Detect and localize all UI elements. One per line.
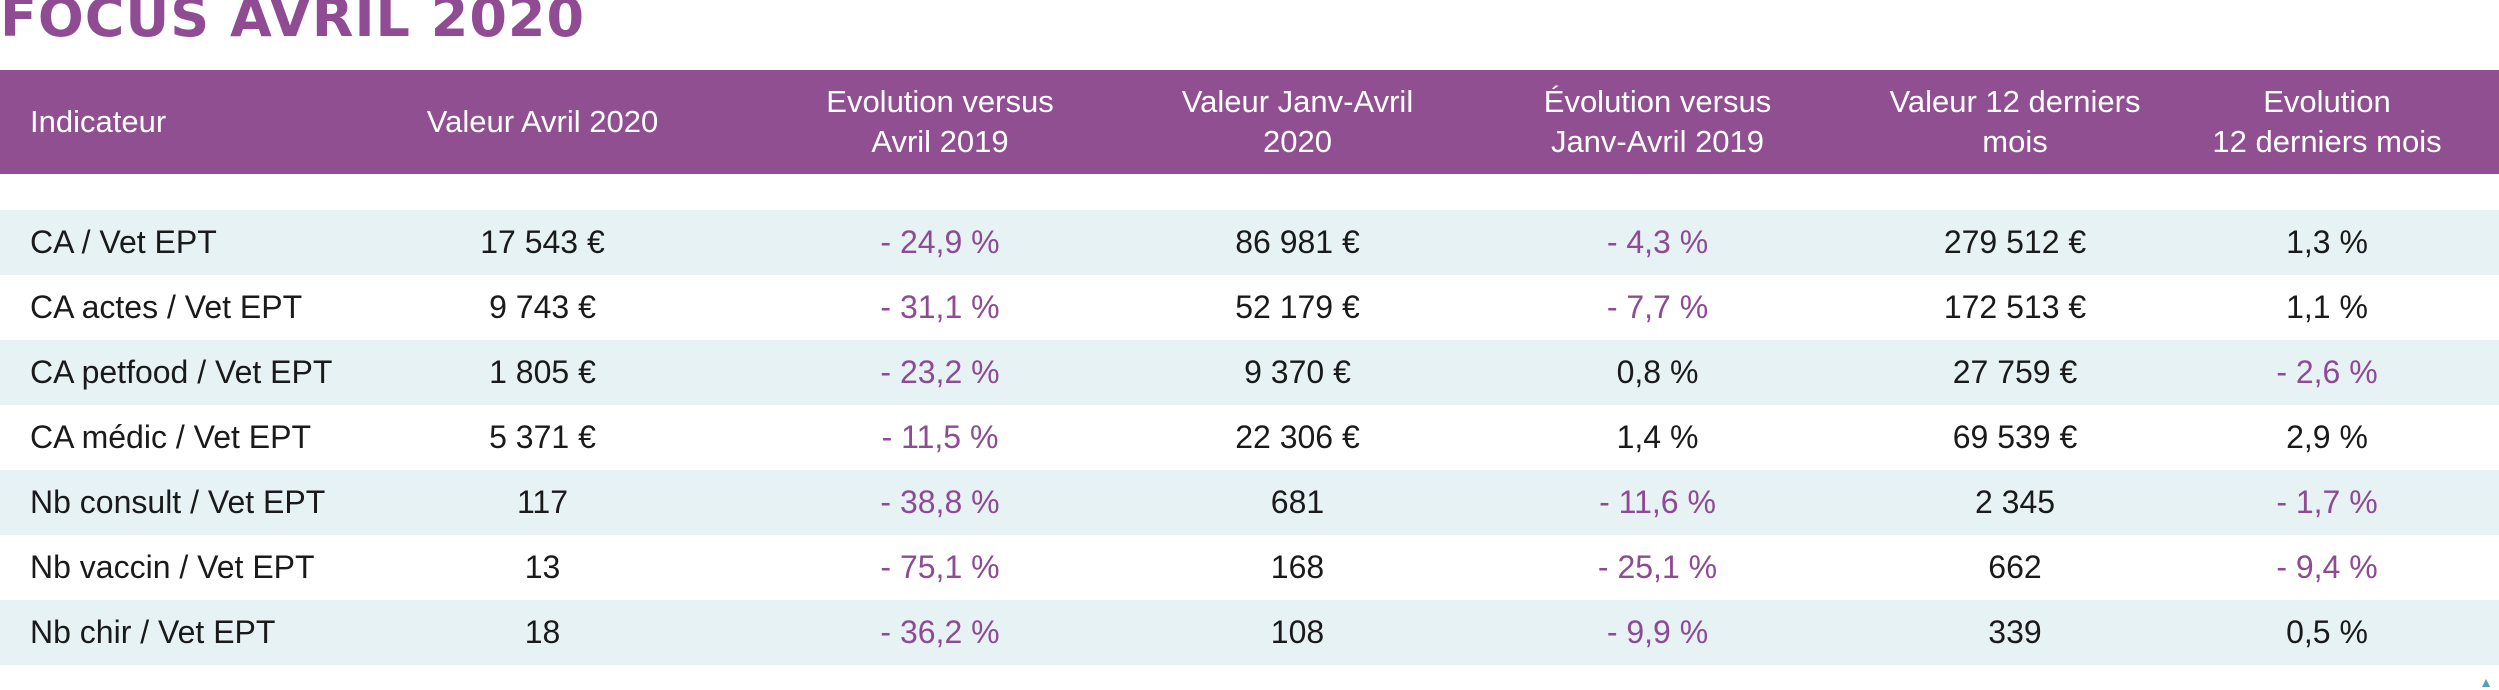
cell-valeur-janv-avril: 86 981 € (1235, 224, 1360, 260)
cell-indicateur: Nb vaccin / Vet EPT (30, 549, 315, 585)
cell-evolution-avril: - 31,1 % (880, 289, 1000, 325)
cell-valeur-avril: 117 (516, 484, 568, 520)
cell-indicateur: CA médic / Vet EPT (30, 419, 311, 455)
cell-evolution-avril: - 38,8 % (880, 484, 1000, 520)
cell-evolution-janv-avril: 1,4 % (1616, 419, 1699, 455)
cell-evolution-janv-avril: - 7,7 % (1606, 289, 1709, 325)
cell-valeur-janv-avril: 22 306 € (1235, 419, 1360, 455)
table-row: CA / Vet EPT 17 543 € - 24,9 % 86 981 € - 4,… (0, 210, 2499, 275)
table-body: CA / Vet EPT 17 543 € - 24,9 % 86 981 € - 4,… (0, 210, 2499, 665)
cell-valeur-janv-avril: 52 179 € (1235, 289, 1360, 325)
table-row: Nb vaccin / Vet EPT 13 - 75,1 % 168 - 25,1 %… (0, 535, 2499, 600)
cell-indicateur: Nb chir / Vet EPT (30, 614, 276, 650)
column-header-valeur-janv-avril: Valeur Janv-Avril 2020 (1181, 84, 1414, 159)
cell-valeur-12-mois: 662 (1988, 549, 2042, 585)
cell-valeur-avril: 17 543 € (480, 224, 605, 260)
cell-valeur-12-mois: 339 (1988, 614, 2042, 650)
cell-indicateur: CA petfood / Vet EPT (30, 354, 333, 390)
cell-evolution-janv-avril: - 9,9 % (1606, 614, 1709, 650)
cell-evolution-12-mois: - 2,6 % (2276, 354, 2378, 390)
cell-indicateur: CA / Vet EPT (30, 224, 217, 260)
cell-valeur-12-mois: 2 345 (1974, 484, 2056, 520)
cell-valeur-janv-avril: 9 370 € (1244, 354, 1351, 390)
cell-evolution-avril: - 36,2 % (880, 614, 1000, 650)
table-row: Nb chir / Vet EPT 18 - 36,2 % 108 - 9,9 % 339… (0, 600, 2499, 665)
column-header-indicateur: Indicateur (30, 104, 167, 139)
column-header-evolution-12-mois: Evolution 12 derniers mois (2212, 84, 2442, 159)
cell-evolution-janv-avril: - 4,3 % (1606, 224, 1709, 260)
cell-evolution-12-mois: 1,3 % (2286, 224, 2368, 260)
table-row: Nb consult / Vet EPT 117 - 38,8 % 681 - 11,6… (0, 470, 2499, 535)
cell-evolution-12-mois: 2,9 % (2286, 419, 2368, 455)
cell-evolution-avril: - 23,2 % (880, 354, 1000, 390)
cell-valeur-janv-avril: 681 (1270, 484, 1325, 520)
cell-evolution-avril: - 75,1 % (880, 549, 1000, 585)
cell-evolution-12-mois: 1,1 % (2286, 289, 2368, 325)
cell-evolution-janv-avril: - 11,6 % (1599, 484, 1716, 520)
indicator-table: Indicateur Valeur Avril 2020 Evolution v… (0, 70, 2499, 665)
cell-indicateur: Nb consult / Vet EPT (30, 484, 326, 520)
cell-valeur-avril: 9 743 € (489, 289, 596, 325)
cell-valeur-avril: 18 (524, 614, 561, 650)
cell-evolution-12-mois: - 9,4 % (2276, 549, 2378, 585)
page-title: FOCUS AVRIL 2020 (0, 0, 586, 49)
cell-valeur-12-mois: 69 539 € (1952, 419, 2078, 455)
cell-evolution-avril: - 24,9 % (880, 224, 1000, 260)
column-header-valeur-12-mois: Valeur 12 derniers mois (1889, 84, 2141, 159)
cell-valeur-avril: 13 (524, 549, 561, 585)
table-row: CA petfood / Vet EPT 1 805 € - 23,2 % 9 370… (0, 340, 2499, 405)
cell-evolution-12-mois: 0,5 % (2286, 614, 2368, 650)
corner-mark-icon: ▲ (2479, 674, 2493, 690)
cell-valeur-janv-avril: 168 (1270, 549, 1325, 585)
column-header-evolution-janv-avril: Évolution versus Janv-Avril 2019 (1543, 84, 1772, 159)
column-header-evolution-avril: Evolution versus Avril 2019 (826, 84, 1054, 159)
table-row: CA médic / Vet EPT 5 371 € - 11,5 % 22 306 … (0, 405, 2499, 470)
cell-evolution-12-mois: - 1,7 % (2276, 484, 2378, 520)
cell-valeur-avril: 1 805 € (489, 354, 596, 390)
cell-evolution-janv-avril: - 25,1 % (1597, 549, 1718, 585)
cell-valeur-12-mois: 27 759 € (1952, 354, 2078, 390)
cell-evolution-avril: - 11,5 % (881, 419, 999, 455)
table-header-row: Indicateur Valeur Avril 2020 Evolution v… (0, 70, 2499, 174)
cell-valeur-avril: 5 371 € (489, 419, 596, 455)
column-header-valeur-avril: Valeur Avril 2020 (426, 104, 659, 139)
table-row: CA actes / Vet EPT 9 743 € - 31,1 % 52 179 … (0, 275, 2499, 340)
header-spacer (0, 174, 2499, 210)
cell-evolution-janv-avril: 0,8 % (1616, 354, 1699, 390)
cell-valeur-janv-avril: 108 (1270, 614, 1325, 650)
cell-valeur-12-mois: 172 513 € (1943, 289, 2087, 325)
cell-indicateur: CA actes / Vet EPT (30, 289, 303, 325)
cell-valeur-12-mois: 279 512 € (1943, 224, 2087, 260)
